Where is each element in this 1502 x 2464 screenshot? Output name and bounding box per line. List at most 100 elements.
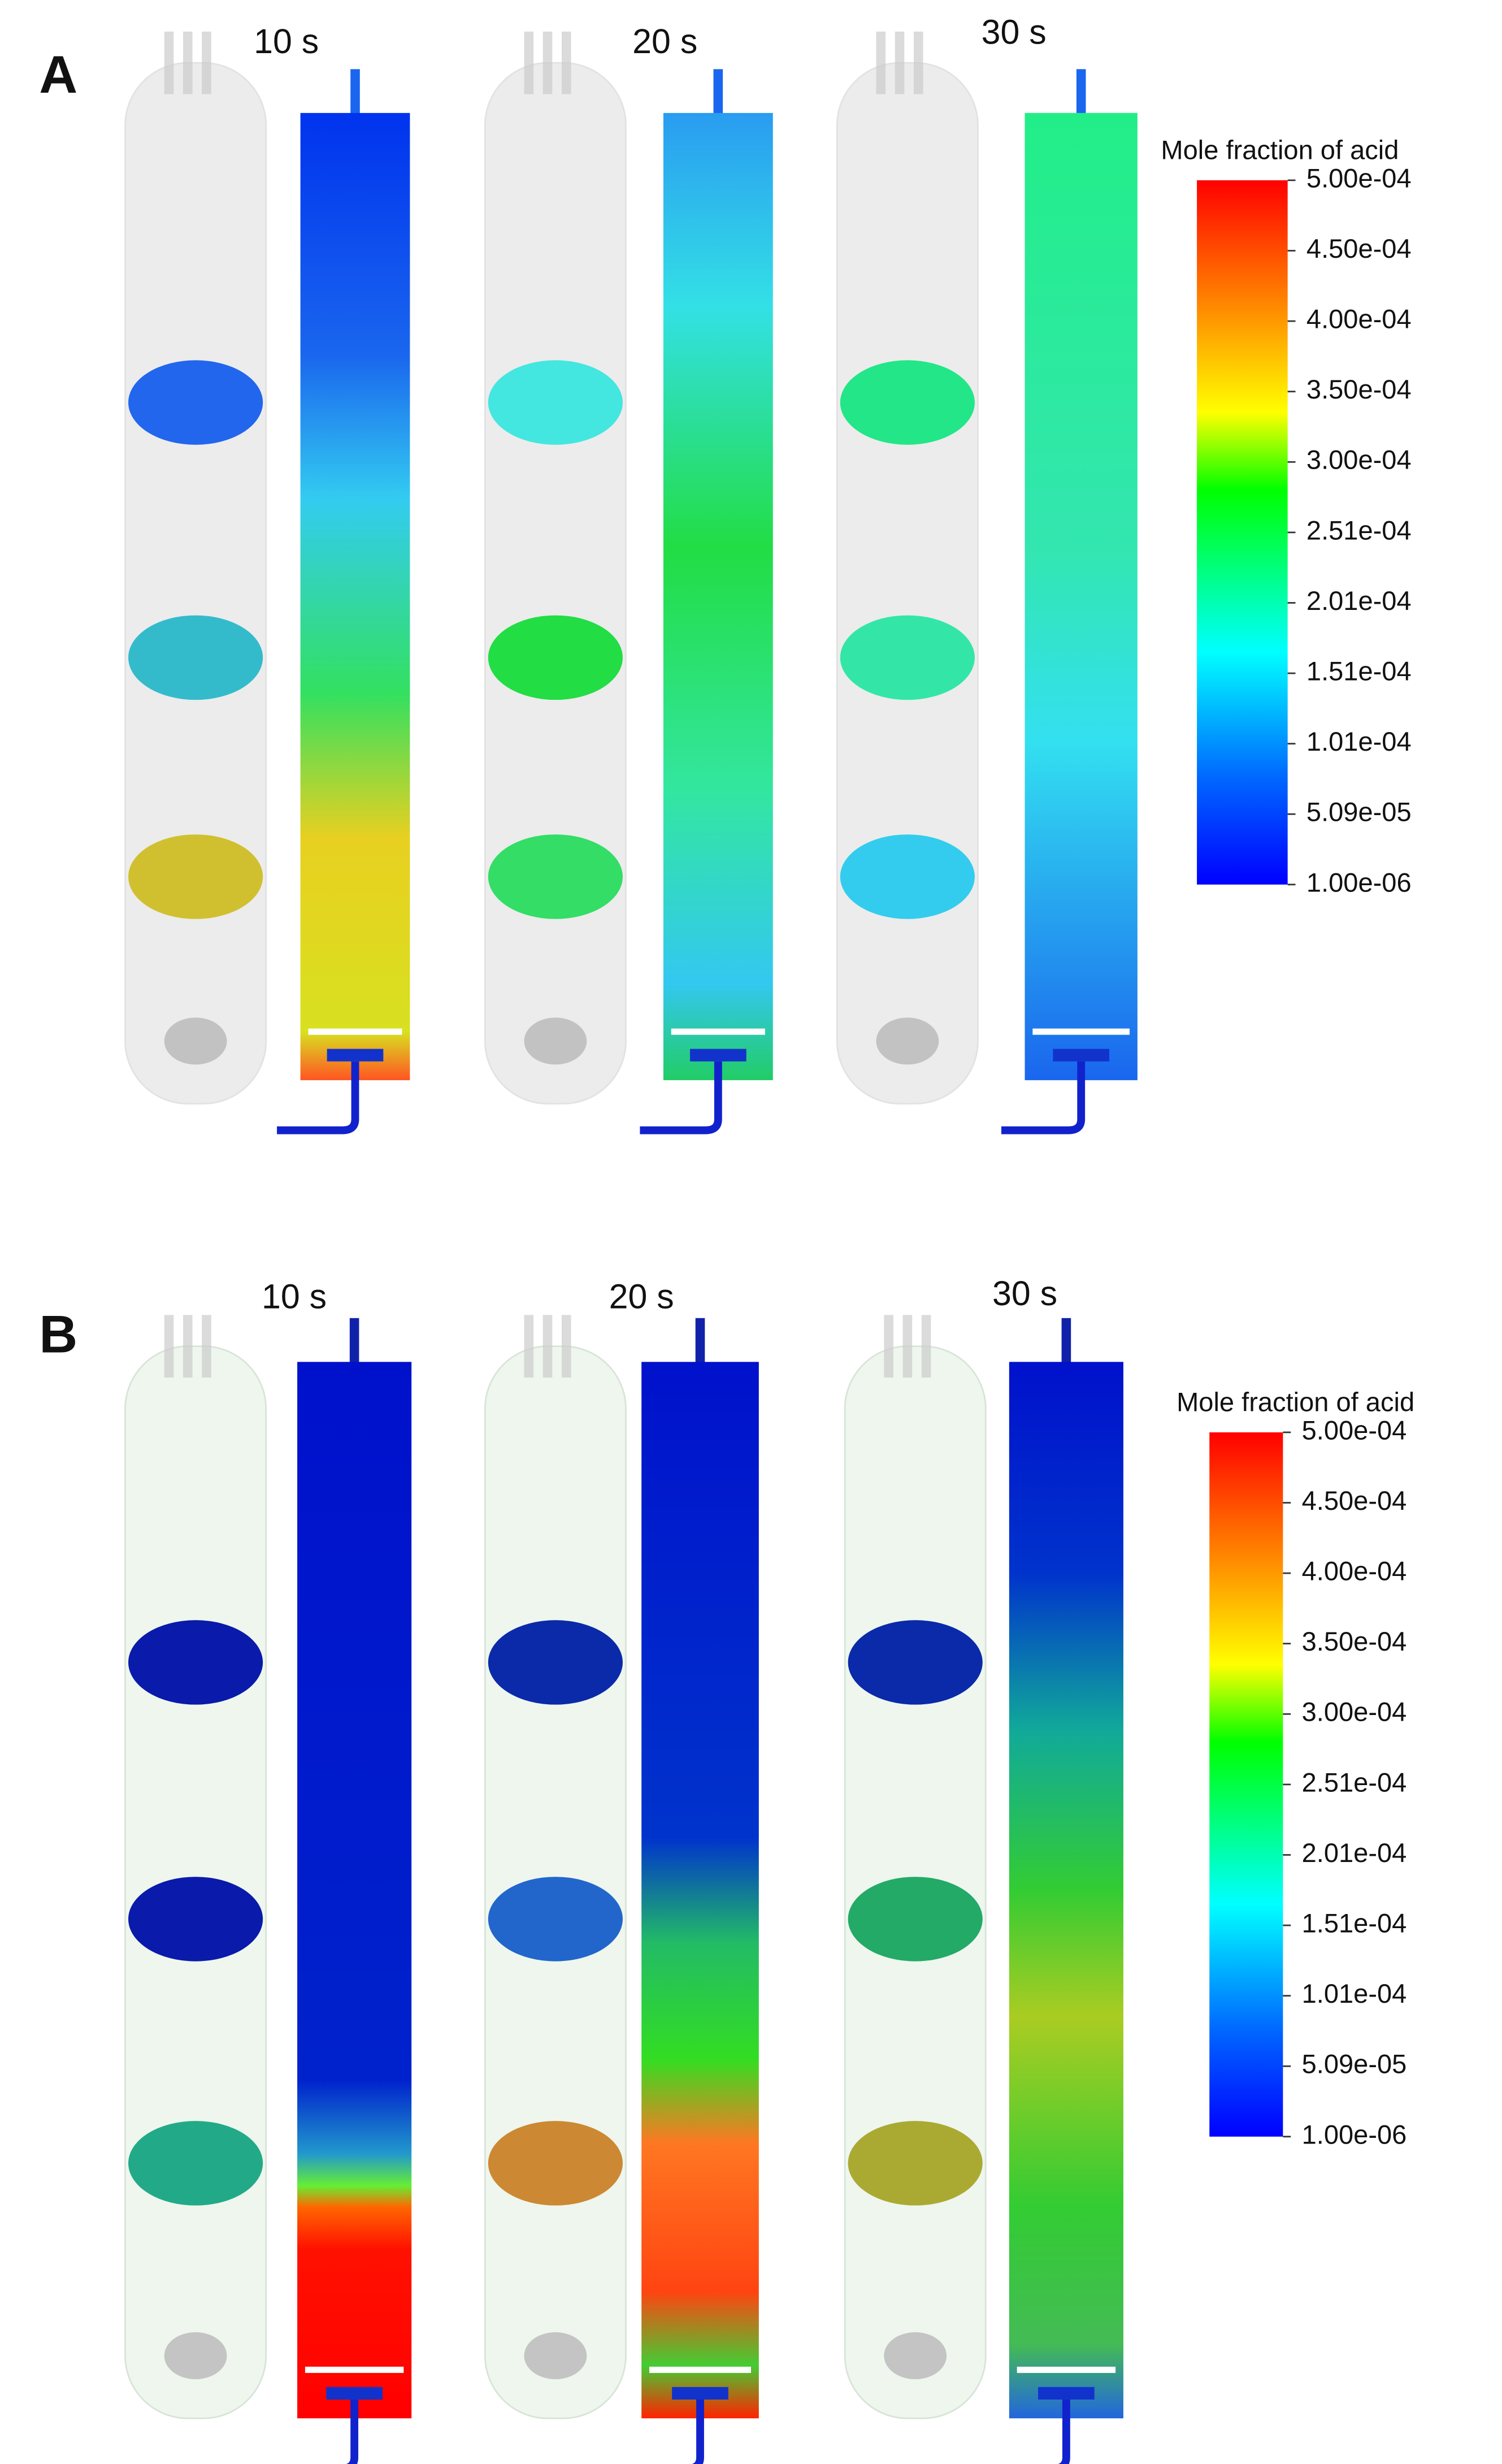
inlet-pipe [713,69,723,116]
colorbar-tick-label: 1.00e-06 [1306,867,1412,897]
colorbar-tick-label: 5.00e-04 [1302,1415,1407,1445]
contour-plane [641,1362,759,2419]
slice [488,1620,623,1705]
vessel-pipe [524,1315,534,1378]
vessel-pipe [183,1315,193,1378]
colorbar-tick-label: 3.50e-04 [1306,374,1412,404]
feed-head [1053,1049,1110,1062]
colorbar [1209,1432,1283,2137]
colorbar-title: Mole fraction of acid [1177,1387,1414,1417]
colorbar-tick-label: 1.01e-04 [1306,726,1412,756]
slice [128,615,263,700]
vessel [484,62,627,1105]
colorbar-tick-label: 1.51e-04 [1302,1908,1407,1938]
vessel-pipe [202,31,211,94]
impeller [524,2332,587,2379]
feed-head [690,1049,746,1062]
colorbar-tick-label: 3.00e-04 [1306,445,1412,475]
feed-pipe [1001,1061,1086,1134]
time-label: 30 s [992,1274,1057,1313]
impeller [164,1017,227,1065]
colorbar-tick-label: 3.50e-04 [1302,1626,1407,1656]
feed-pipe [277,1061,359,1134]
vessel-pipe [884,1315,893,1378]
slice [128,2121,263,2206]
colorbar-tick-label: 4.50e-04 [1306,233,1412,263]
colorbar-tick-label: 1.00e-06 [1302,2119,1407,2149]
vessel-pipe [561,1315,571,1378]
slice [128,834,263,919]
feed-head [1038,2387,1095,2400]
slice [848,2121,983,2206]
slice [848,1620,983,1705]
contour-plane [300,112,410,1080]
time-label: 20 s [632,22,697,60]
panel-label: B [39,1305,77,1364]
contour-plane [663,112,773,1080]
colorbar-tick-label: 4.00e-04 [1306,304,1412,334]
slice [488,834,623,919]
sparger [1017,2366,1116,2373]
colorbar-tick-label: 3.00e-04 [1302,1697,1407,1727]
inlet-pipe [695,1318,705,1365]
slice [128,360,263,445]
colorbar-tick-label: 5.09e-05 [1302,2049,1407,2079]
contour-plane [1009,1362,1123,2419]
colorbar-tick-label: 2.01e-04 [1302,1838,1407,1868]
feed-pipe [692,2399,704,2464]
vessel-pipe [524,31,534,94]
colorbar [1197,180,1288,885]
time-label: 10 s [254,22,319,60]
slice [488,360,623,445]
slice [128,1620,263,1705]
colorbar-tick-label: 2.01e-04 [1306,586,1412,616]
slice [840,615,975,700]
feed-pipe [1058,2399,1070,2464]
colorbar-tick-label: 1.01e-04 [1302,1978,1407,2008]
panel: A 10 s 20 s 30 s Mole fraction of acid5.00e-… [39,12,1412,1134]
vessel [836,62,979,1105]
impeller [524,1017,587,1065]
feed-pipe [346,2399,359,2464]
impeller [164,2332,227,2379]
sparger [671,1028,765,1035]
slice [488,2121,623,2206]
contour-plane [1025,112,1138,1080]
vessel-pipe [913,31,923,94]
vessel-pipe [542,1315,553,1378]
colorbar-tick-label: 4.00e-04 [1302,1556,1407,1586]
feed-pipe [640,1061,722,1134]
vessel-pipe [164,1315,174,1378]
vessel [124,62,267,1105]
vessel-pipe [542,31,553,94]
time-label: 20 s [609,1278,674,1316]
feed-head [672,2387,728,2400]
feed-head [327,1049,384,1062]
impeller [884,2332,947,2379]
inlet-pipe [1076,69,1086,116]
colorbar-tick-label: 2.51e-04 [1306,515,1412,545]
slice [488,1877,623,1961]
vessel-pipe [202,1315,211,1378]
colorbar-tick-label: 2.51e-04 [1302,1767,1407,1797]
inlet-pipe [1061,1318,1071,1365]
slice [840,834,975,919]
colorbar-title: Mole fraction of acid [1161,135,1399,165]
colorbar-tick-label: 1.51e-04 [1306,656,1412,686]
vessel-pipe [876,31,886,94]
sparger [649,2366,751,2373]
colorbar-tick-label: 5.00e-04 [1306,163,1412,193]
vessel-pipe [921,1315,931,1378]
sparger [1032,1028,1130,1035]
vessel-pipe [183,31,193,94]
vessel-pipe [895,31,905,94]
slice [488,615,623,700]
colorbar-tick-label: 4.50e-04 [1302,1486,1407,1515]
panel-label: A [39,45,77,104]
vessel-pipe [164,31,174,94]
sparger [308,1028,402,1035]
slice [128,1877,263,1961]
inlet-pipe [350,69,360,116]
